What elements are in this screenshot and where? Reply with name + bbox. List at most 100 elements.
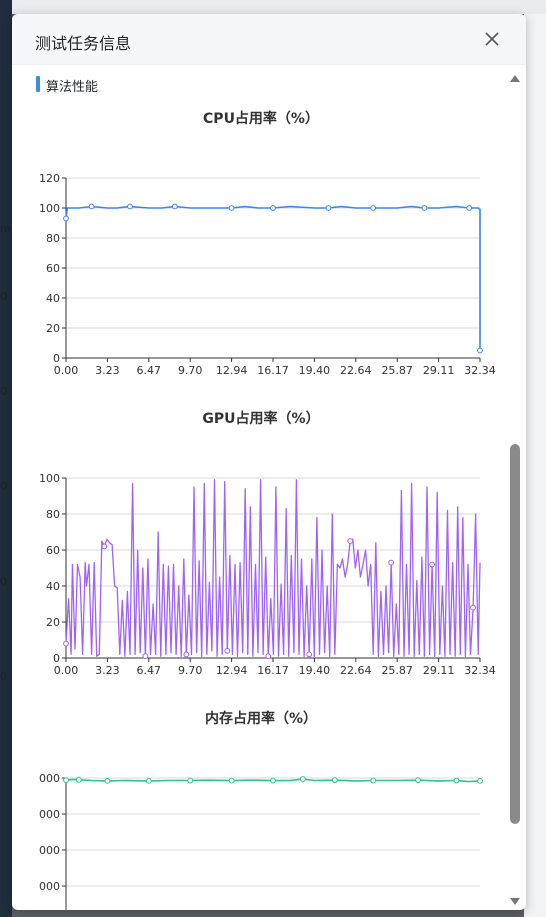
x-tick-label: 32.34 <box>464 364 496 377</box>
background-edge-label: 0 <box>0 385 7 398</box>
x-tick-label: 12.94 <box>216 364 248 377</box>
scrollbar[interactable] <box>508 74 522 906</box>
data-point[interactable] <box>101 543 108 550</box>
x-tick-label: 32.34 <box>464 664 496 677</box>
data-point[interactable] <box>224 647 231 654</box>
y-tick-label: 100 <box>39 202 60 215</box>
data-point[interactable] <box>228 777 235 784</box>
chart-svg: 000000000000000 <box>39 772 483 910</box>
y-tick-label: 0 <box>53 352 60 365</box>
x-tick-label: 0.00 <box>54 364 79 377</box>
data-point[interactable] <box>88 203 95 210</box>
data-point[interactable] <box>104 777 111 784</box>
data-point[interactable] <box>299 776 306 782</box>
x-tick-label: 29.11 <box>423 664 455 677</box>
chart-title: 内存占用率（%） <box>204 711 318 727</box>
data-point[interactable] <box>265 653 272 660</box>
scroll-down-arrow-icon[interactable] <box>509 896 521 906</box>
x-tick-label: 12.94 <box>216 664 248 677</box>
data-point[interactable] <box>63 640 69 647</box>
background-right-panel <box>524 14 546 917</box>
series-line <box>65 479 481 657</box>
x-tick-label: 16.17 <box>257 664 289 677</box>
x-tick-label: 16.17 <box>257 364 289 377</box>
x-tick-label: 22.64 <box>340 664 372 677</box>
dialog-title: 测试任务信息 <box>35 34 132 53</box>
x-tick-label: 25.87 <box>381 364 413 377</box>
background-edge-label: 0 <box>0 575 7 588</box>
data-point[interactable] <box>477 777 483 784</box>
data-point[interactable] <box>466 205 473 211</box>
data-point[interactable] <box>145 777 152 784</box>
data-point[interactable] <box>183 651 190 658</box>
x-tick-label: 9.70 <box>178 364 203 377</box>
y-tick-label: 120 <box>39 172 60 185</box>
x-tick-label: 0.00 <box>54 664 79 677</box>
data-point[interactable] <box>477 347 483 354</box>
data-point[interactable] <box>325 205 332 211</box>
y-tick-label: 40 <box>46 580 60 593</box>
close-icon[interactable] <box>482 29 502 49</box>
background-edge-label: 0 <box>0 480 7 493</box>
series-line <box>65 205 481 351</box>
x-tick-label: 19.40 <box>299 664 331 677</box>
data-point[interactable] <box>127 203 133 210</box>
data-point[interactable] <box>421 205 428 211</box>
chart-svg: 0 20 40 60 80 100 0.00 3.23 6.47 9.70 12.94 16.17 19… <box>39 472 496 677</box>
data-point[interactable] <box>347 538 354 544</box>
y-tick-label: 000 <box>39 844 60 857</box>
y-tick-label: 40 <box>46 292 60 305</box>
background-edge-label: m <box>0 222 11 235</box>
x-tick-label: 25.87 <box>381 664 413 677</box>
data-point[interactable] <box>429 561 436 568</box>
data-point[interactable] <box>370 777 377 784</box>
chart-svg: 0 20 40 60 80 100 120 0.00 3.23 6.47 9.70 12.94 16.1… <box>39 172 496 377</box>
data-point[interactable] <box>270 777 276 784</box>
x-tick-label: 19.40 <box>299 364 331 377</box>
data-point[interactable] <box>370 205 377 211</box>
data-point[interactable] <box>63 215 69 222</box>
data-point[interactable] <box>63 777 69 784</box>
x-tick-label: 22.64 <box>340 364 372 377</box>
background-left-panel <box>0 0 12 917</box>
x-tick-label: 3.23 <box>95 364 120 377</box>
y-tick-label: 60 <box>46 544 60 557</box>
section-accent-bar <box>36 76 40 92</box>
scroll-up-arrow-icon[interactable] <box>509 74 521 84</box>
x-tick-label: 6.47 <box>137 664 162 677</box>
x-tick-label: 3.23 <box>95 664 120 677</box>
y-tick-label: 000 <box>39 880 60 893</box>
background-top-bar <box>0 0 546 14</box>
task-info-dialog: 测试任务信息 算法性能 CPU占用率（%） 0 20 40 60 80 100 120 0.00… <box>12 14 526 910</box>
data-point[interactable] <box>306 651 313 658</box>
x-tick-label: 29.11 <box>423 364 455 377</box>
y-tick-label: 60 <box>46 262 60 275</box>
y-tick-label: 20 <box>46 322 60 335</box>
data-point[interactable] <box>187 777 194 784</box>
data-point[interactable] <box>142 653 149 660</box>
section-label: 算法性能 <box>46 80 99 95</box>
data-point[interactable] <box>75 776 82 783</box>
data-point[interactable] <box>415 777 421 784</box>
background-edge-label: 0 <box>0 670 7 683</box>
data-point[interactable] <box>453 777 460 784</box>
y-tick-label: 20 <box>46 616 60 629</box>
data-point[interactable] <box>331 777 338 784</box>
data-point[interactable] <box>388 559 395 566</box>
y-tick-label: 0 <box>53 652 60 665</box>
chart-title: GPU占用率（%） <box>202 411 320 427</box>
data-point[interactable] <box>270 205 276 211</box>
x-tick-label: 6.47 <box>137 364 162 377</box>
y-tick-label: 000 <box>39 808 60 821</box>
chart-title: CPU占用率（%） <box>203 111 319 127</box>
data-point[interactable] <box>470 604 476 611</box>
x-tick-label: 9.70 <box>178 664 203 677</box>
data-point[interactable] <box>228 205 235 211</box>
y-tick-label: 80 <box>46 232 60 245</box>
y-tick-label: 000 <box>39 772 60 785</box>
y-tick-label: 100 <box>39 472 60 485</box>
y-tick-label: 80 <box>46 508 60 521</box>
dialog-header: 测试任务信息 <box>12 14 526 65</box>
data-point[interactable] <box>171 203 178 210</box>
scroll-thumb[interactable] <box>510 444 520 824</box>
